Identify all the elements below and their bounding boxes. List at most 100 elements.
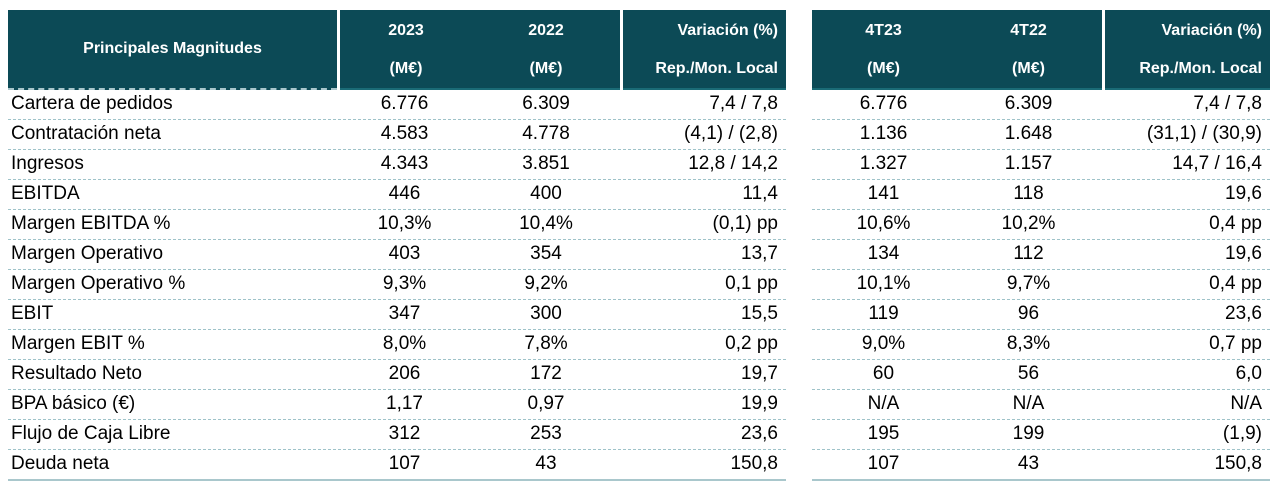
header-divider: [620, 10, 623, 90]
row-label: Flujo de Caja Libre: [11, 423, 171, 444]
column-unit: (M€): [867, 60, 900, 77]
value-variacion-quarterly: (1,9): [1222, 423, 1262, 444]
value-4t22: 1.157: [1004, 153, 1053, 174]
row-label: Deuda neta: [11, 453, 110, 474]
table-row: EBITDA 446 400 11,4: [8, 180, 786, 210]
variacion-title: Variación (%): [677, 22, 778, 39]
row-label: Margen EBITDA %: [11, 213, 171, 234]
row-label: Contratación neta: [11, 123, 161, 144]
table-row: 1.136 1.648 (31,1) / (30,9): [812, 120, 1270, 150]
value-4t22: 10,2%: [1001, 213, 1056, 234]
table-row: BPA básico (€) 1,17 0,97 19,9: [8, 390, 786, 420]
value-2023: 206: [388, 363, 421, 384]
value-2022: 43: [535, 453, 557, 474]
quarterly-table-header: 4T23 (M€) 4T22 (M€) Variación (%) Rep./M…: [812, 10, 1270, 90]
value-2023: 8,0%: [382, 333, 427, 354]
column-unit: (M€): [1012, 60, 1045, 77]
value-2022: 6.309: [522, 93, 570, 114]
value-4t22: N/A: [1012, 393, 1045, 414]
value-variacion-quarterly: 150,8: [1214, 453, 1262, 474]
table-row: N/A N/A N/A: [812, 390, 1270, 420]
value-variacion-annual: 13,7: [741, 243, 778, 264]
value-4t23: 119: [868, 303, 899, 324]
quarterly-figures-table: 4T23 (M€) 4T22 (M€) Variación (%) Rep./M…: [812, 10, 1270, 481]
value-4t23: 6.776: [859, 93, 908, 114]
value-4t22: 9,7%: [1006, 273, 1051, 294]
value-4t22: 8,3%: [1006, 333, 1051, 354]
value-4t23: 107: [867, 453, 900, 474]
value-variacion-quarterly: (31,1) / (30,9): [1146, 123, 1262, 144]
value-2022: 3.851: [522, 153, 570, 174]
value-2022: 9,2%: [524, 273, 568, 294]
table-row: 6.776 6.309 7,4 / 7,8: [812, 90, 1270, 120]
value-4t23: 1.327: [859, 153, 908, 174]
table-row: 10,6% 10,2% 0,4 pp: [812, 210, 1270, 240]
table-row: Deuda neta 107 43 150,8: [8, 450, 786, 481]
value-2022: 400: [530, 183, 562, 204]
value-variacion-quarterly: N/A: [1230, 393, 1262, 414]
column-header-variacion-annual: Variación (%) Rep./Mon. Local: [623, 10, 786, 90]
row-label: EBITDA: [11, 183, 80, 204]
header-divider: [337, 10, 340, 90]
table-row: Cartera de pedidos 6.776 6.309 7,4 / 7,8: [8, 90, 786, 120]
variacion-title: Variación (%): [1161, 22, 1262, 39]
table-row: Margen EBITDA % 10,3% 10,4% (0,1) pp: [8, 210, 786, 240]
value-2022: 0,97: [527, 393, 565, 414]
value-2023: 6.776: [380, 93, 429, 114]
value-4t23: 60: [872, 363, 895, 384]
value-4t23: 195: [867, 423, 900, 444]
tables-wrapper: Principales Magnitudes 2023 (M€) 2022 (M…: [8, 10, 1270, 481]
row-label: Margen EBIT %: [11, 333, 145, 354]
value-2023: 1,17: [386, 393, 423, 414]
variacion-subtitle: Rep./Mon. Local: [655, 60, 778, 77]
row-label: Margen Operativo: [11, 243, 164, 264]
table-row: Flujo de Caja Libre 312 253 23,6: [8, 420, 786, 450]
table-row: Margen Operativo % 9,3% 9,2% 0,1 pp: [8, 270, 786, 300]
column-unit: (M€): [529, 60, 563, 77]
annual-table-body: Cartera de pedidos 6.776 6.309 7,4 / 7,8…: [8, 90, 786, 481]
value-4t22: 6.309: [1004, 93, 1053, 114]
table-row: 107 43 150,8: [812, 450, 1270, 481]
value-2022: 4.778: [522, 123, 570, 144]
value-2022: 7,8%: [524, 333, 568, 354]
column-quarter: 4T23: [865, 22, 902, 39]
value-2023: 4.583: [380, 123, 429, 144]
value-4t23: 10,1%: [856, 273, 911, 294]
value-variacion-annual: 11,4: [742, 183, 778, 204]
value-2023: 10,3%: [377, 213, 432, 234]
table-row: 10,1% 9,7% 0,4 pp: [812, 270, 1270, 300]
value-variacion-quarterly: 23,6: [1225, 303, 1262, 324]
value-variacion-annual: 12,8 / 14,2: [688, 153, 778, 174]
table-row: 1.327 1.157 14,7 / 16,4: [812, 150, 1270, 180]
value-2023: 403: [388, 243, 421, 264]
value-4t22: 56: [1017, 363, 1040, 384]
quarterly-table-body: 6.776 6.309 7,4 / 7,8 1.136 1.648 (31,1)…: [812, 90, 1270, 481]
value-4t22: 118: [1013, 183, 1044, 204]
value-variacion-annual: (0,1) pp: [712, 213, 778, 234]
table-row: 60 56 6,0: [812, 360, 1270, 390]
annual-table-header: Principales Magnitudes 2023 (M€) 2022 (M…: [8, 10, 786, 90]
value-4t23: N/A: [867, 393, 900, 414]
value-variacion-quarterly: 0,7 pp: [1209, 333, 1262, 354]
value-variacion-annual: 19,7: [741, 363, 778, 384]
value-variacion-annual: 19,9: [741, 393, 778, 414]
row-label: Margen Operativo %: [11, 273, 186, 294]
table-row: 141 118 19,6: [812, 180, 1270, 210]
value-variacion-quarterly: 19,6: [1225, 183, 1262, 204]
value-variacion-annual: 7,4 / 7,8: [709, 93, 778, 114]
header-divider: [1102, 10, 1105, 90]
value-2023: 312: [388, 423, 421, 444]
value-4t22: 112: [1013, 243, 1044, 264]
value-2023: 9,3%: [382, 273, 427, 294]
value-variacion-quarterly: 0,4 pp: [1209, 273, 1262, 294]
table-row: Margen Operativo 403 354 13,7: [8, 240, 786, 270]
value-4t23: 10,6%: [856, 213, 911, 234]
row-label: EBIT: [11, 303, 54, 324]
column-header-2023: 2023 (M€): [340, 10, 472, 90]
value-variacion-annual: 15,5: [741, 303, 778, 324]
column-header-4t22: 4T22 (M€): [955, 10, 1102, 90]
value-4t22: 96: [1017, 303, 1040, 324]
value-4t23: 1.136: [859, 123, 908, 144]
value-2022: 253: [530, 423, 562, 444]
value-4t22: 43: [1017, 453, 1040, 474]
